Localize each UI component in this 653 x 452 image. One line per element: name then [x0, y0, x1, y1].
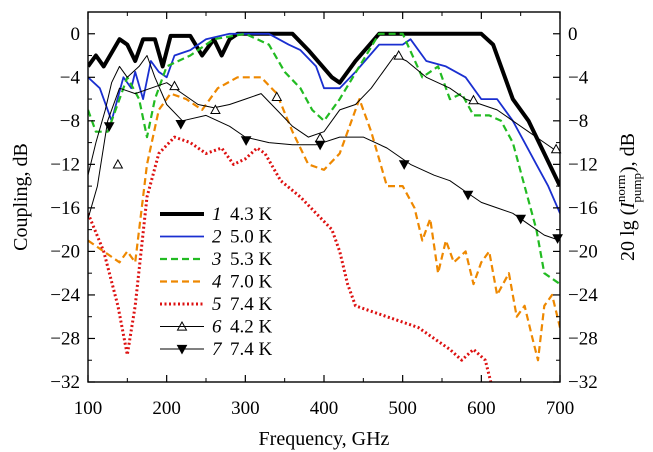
y-tick-label-right: −16 — [568, 198, 598, 219]
legend-number-5: 5 — [212, 294, 222, 315]
legend-label-6: 4.2 K — [230, 317, 273, 338]
y-tick-label-left: −12 — [50, 154, 80, 175]
legend-number-6: 6 — [212, 317, 222, 338]
ticks-layer: 100 200 300 400 500 600 700 0 0 −4 −4 −8 −8 −12 −12 −16… — [50, 12, 598, 419]
y-tick-label-right: −4 — [568, 67, 589, 88]
y-tick-label-right: −32 — [568, 372, 598, 393]
y-tick-label-right: −12 — [568, 154, 598, 175]
series-7-marker — [462, 190, 474, 201]
y-axis-title-left: Coupling, dB — [10, 143, 32, 251]
y-axis-title-right-prefix: 20 lg ( — [617, 208, 639, 261]
series-6-marker — [210, 104, 221, 114]
series-4-line — [88, 76, 560, 362]
y-tick-label-right: −24 — [568, 285, 598, 306]
series-6-marker — [169, 80, 180, 91]
series-6-marker — [393, 49, 405, 60]
y-tick-label-left: −28 — [50, 328, 80, 349]
series-layer — [88, 31, 560, 382]
series-6-marker — [314, 132, 326, 143]
x-tick-label: 600 — [467, 398, 496, 419]
y-axis-title-right-sup: norm — [613, 175, 628, 202]
legend-label-3: 5.3 K — [230, 249, 273, 270]
series-6-marker — [112, 158, 124, 169]
series-7-marker — [515, 214, 527, 225]
y-axis-title-right-I: I — [617, 201, 639, 210]
x-axis-title: Frequency, GHz — [259, 428, 390, 450]
y-tick-label-left: −32 — [50, 372, 80, 393]
series-3-line — [88, 32, 560, 286]
series-6-marker — [271, 91, 283, 101]
y-tick-label-right: 0 — [568, 24, 578, 45]
series-6-marker — [550, 143, 562, 154]
legend-label-2: 5.0 K — [230, 227, 273, 248]
y-axis-title-right-sub: pump — [629, 173, 644, 203]
legend-label-4: 7.0 K — [230, 272, 273, 293]
x-tick-label: 500 — [388, 398, 417, 419]
legend-number-1: 1 — [212, 204, 222, 225]
x-tick-label: 100 — [74, 398, 103, 419]
legend-number-7: 7 — [212, 339, 223, 360]
y-tick-label-left: −16 — [50, 198, 80, 219]
series-7-marker — [103, 122, 115, 132]
series-6-line — [88, 55, 560, 219]
legend-label-7: 7.4 K — [230, 339, 273, 360]
marker-layer — [103, 49, 563, 355]
series-6-marker — [468, 94, 479, 105]
y-tick-label-left: −8 — [60, 111, 80, 132]
y-tick-label-right: −28 — [568, 328, 598, 349]
legend-number-2: 2 — [212, 227, 222, 248]
x-tick-label: 200 — [152, 398, 181, 419]
y-axis-title-right: 20 lg (Inormpump), dB — [613, 133, 644, 261]
legend-label-1: 4.3 K — [230, 204, 273, 225]
y-tick-label-left: −20 — [50, 241, 80, 262]
series-7-marker — [398, 160, 410, 170]
y-axis-title-right-suffix: ), dB — [617, 133, 639, 173]
y-tick-label-right: −8 — [568, 111, 588, 132]
legend-number-4: 4 — [212, 272, 222, 293]
legend-label-5: 7.4 K — [230, 294, 273, 315]
series-7-line — [88, 55, 560, 241]
series-7-marker — [314, 140, 326, 151]
series-7-marker — [240, 136, 252, 146]
legend: 1 4.3 K 2 5.0 K 3 5.3 K 4 7.0 K 5 7.4 K 6 4.2 K 7 7.4… — [160, 204, 273, 360]
y-tick-label-right: −20 — [568, 241, 598, 262]
series-2-line — [88, 32, 560, 214]
series-1-line — [88, 31, 560, 187]
y-tick-label-left: −24 — [50, 285, 80, 306]
y-tick-label-left: 0 — [71, 24, 81, 45]
x-tick-label: 700 — [546, 398, 575, 419]
series-7-marker — [175, 120, 187, 130]
legend-number-3: 3 — [211, 249, 222, 270]
y-tick-label-left: −4 — [60, 67, 81, 88]
x-tick-label: 400 — [310, 398, 339, 419]
x-tick-label: 300 — [231, 398, 260, 419]
